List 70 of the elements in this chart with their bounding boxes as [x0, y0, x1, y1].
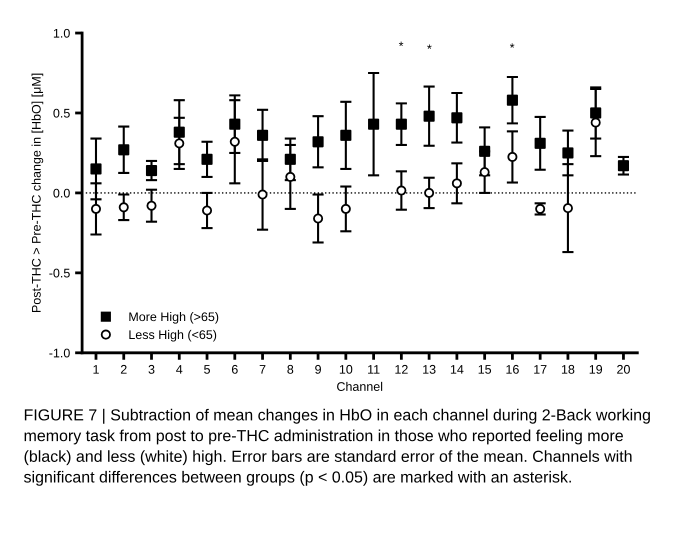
- point: [368, 118, 380, 130]
- point: [562, 203, 573, 214]
- point: [90, 204, 101, 214]
- point: [312, 136, 324, 148]
- point: [340, 130, 352, 141]
- y-tick-label: -1.0: [49, 348, 70, 358]
- y-tick-label: -0.5: [49, 268, 70, 278]
- y-tick-label: 0.0: [53, 188, 70, 198]
- point: [201, 154, 213, 165]
- x-tick-label: 16: [506, 364, 519, 374]
- x-tick-label: 17: [534, 365, 546, 374]
- point: [506, 94, 518, 106]
- legend-label: Less High (<65): [129, 330, 216, 342]
- x-tick-label: 11: [368, 365, 380, 374]
- point: [174, 126, 185, 138]
- point: [424, 110, 435, 122]
- y-axis-title: Post-THC > Pre-THC change in [HbO] [μM]: [32, 74, 44, 312]
- y-tick-label: 1.0: [54, 28, 70, 38]
- point: [229, 118, 240, 130]
- x-tick-label: 10: [340, 364, 352, 374]
- point: [118, 202, 129, 212]
- point: [174, 138, 184, 148]
- point: [146, 164, 158, 176]
- point: [396, 186, 406, 196]
- point: [313, 213, 324, 224]
- point: [340, 204, 351, 214]
- point: [256, 130, 268, 141]
- point: [590, 107, 602, 119]
- point: [452, 178, 462, 188]
- x-tick-label: 12: [395, 364, 408, 374]
- point: [258, 190, 268, 200]
- point: [146, 200, 157, 211]
- point: [285, 172, 296, 182]
- x-tick-label: 20: [617, 364, 630, 374]
- point: [618, 160, 630, 172]
- legend-label: More High (>65): [129, 312, 218, 324]
- point: [479, 146, 490, 157]
- x-tick-label: 7: [260, 365, 266, 374]
- y-tick-label: 0.5: [53, 108, 70, 118]
- point: [534, 138, 546, 149]
- point: [451, 112, 462, 124]
- point: [230, 136, 240, 147]
- caption: FIGURE 7 | Subtraction of mean changes in HbO in each channel during 2-Back working memory task from post to pre-THC administration in those who reported feeling more (black) and less (white) high. Error bars are standard error of the mean. Channels with significant differences between groups (p < 0.05) are marked with an asterisk.: [24, 408, 650, 486]
- annotation: *: [510, 43, 514, 48]
- x-tick-label: 2: [120, 364, 127, 374]
- point: [396, 118, 407, 130]
- point: [90, 163, 102, 174]
- point: [118, 144, 130, 156]
- x-tick-label: 5: [204, 365, 210, 374]
- point: [202, 205, 212, 216]
- x-tick-label: 19: [590, 364, 602, 374]
- annotation: *: [427, 44, 432, 49]
- point: [562, 147, 574, 159]
- point: [284, 154, 296, 165]
- x-tick-label: 4: [176, 365, 182, 374]
- x-tick-label: 8: [287, 364, 294, 374]
- annotation: *: [398, 42, 404, 46]
- x-tick-label: 14: [450, 365, 464, 374]
- x-tick-label: 13: [423, 364, 436, 374]
- x-tick-label: 3: [148, 364, 154, 374]
- x-tick-label: 6: [232, 364, 238, 374]
- point: [507, 152, 518, 162]
- point: [480, 167, 490, 178]
- point: [424, 188, 434, 198]
- x-axis-title: Channel: [337, 382, 382, 391]
- x-tick-label: 9: [315, 364, 321, 374]
- point: [590, 118, 601, 128]
- x-tick-label: 18: [562, 364, 574, 374]
- x-tick-label: 1: [93, 365, 99, 374]
- x-tick-label: 15: [478, 365, 492, 374]
